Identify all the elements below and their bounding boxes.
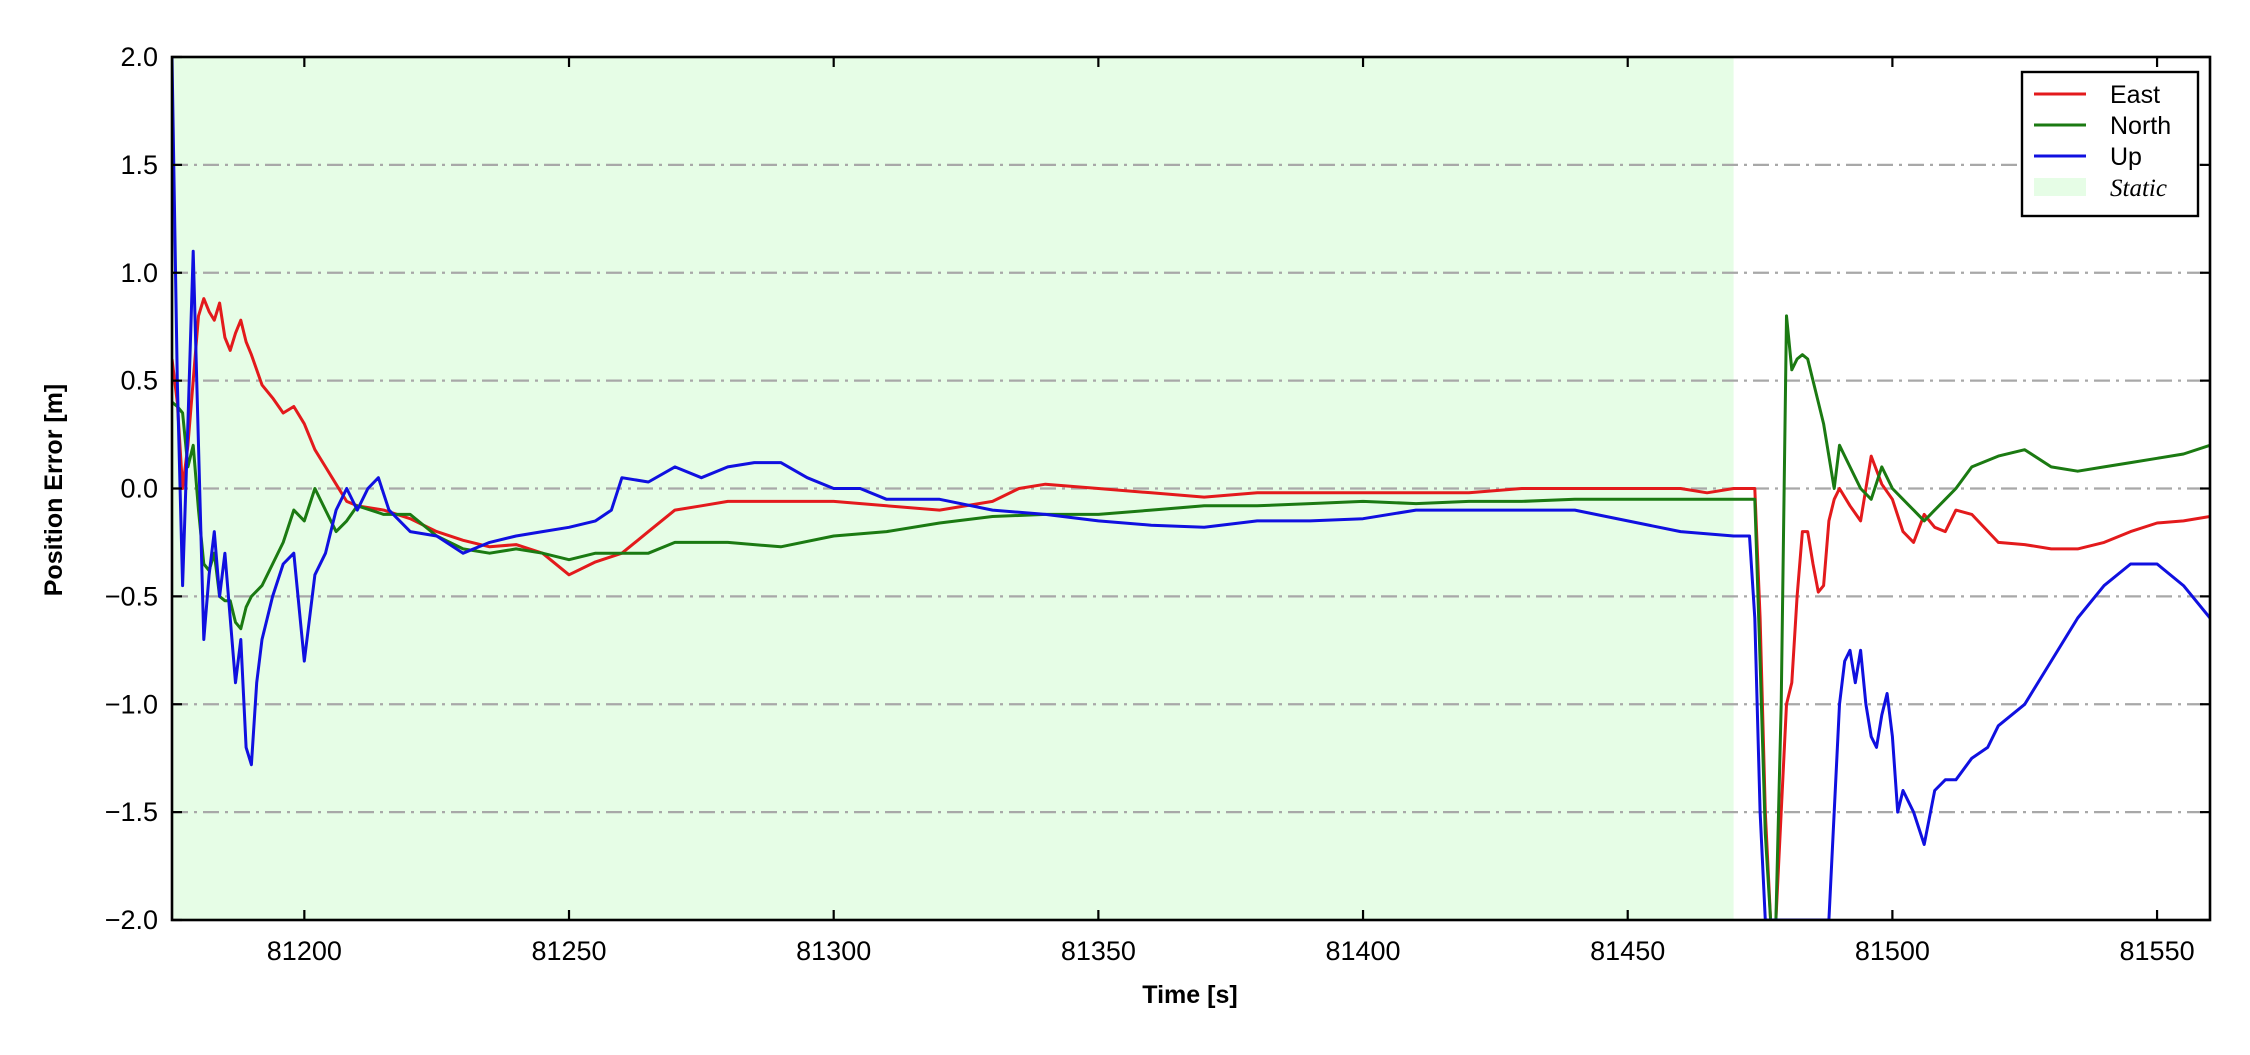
legend-label-static: Static xyxy=(2110,175,2167,202)
grid-layer xyxy=(172,163,2210,814)
legend-swatch-static xyxy=(2034,178,2086,196)
series-line-up xyxy=(172,57,2210,920)
series-line-north xyxy=(172,314,2210,920)
x-tick-label: 81450 xyxy=(1590,936,1665,966)
y-tick-label: −0.5 xyxy=(105,581,158,611)
legend-label-up: Up xyxy=(2110,143,2142,171)
x-tick-label: 81500 xyxy=(1855,936,1930,966)
legend: East North Up Static xyxy=(2020,70,2200,218)
series-layer xyxy=(172,57,2210,920)
x-axis-title: Time [s] xyxy=(1142,981,1237,1009)
y-tick-label: 1.0 xyxy=(120,258,158,288)
y-tick-label: 0.5 xyxy=(120,366,158,396)
y-tick-label: 0.0 xyxy=(120,474,158,504)
legend-label-east: East xyxy=(2110,81,2160,109)
x-tick-label: 81400 xyxy=(1325,936,1400,966)
x-tick-label: 81350 xyxy=(1061,936,1136,966)
y-tick-label: 1.5 xyxy=(120,150,158,180)
y-tick-label: 2.0 xyxy=(120,42,158,72)
y-tick-label: −1.5 xyxy=(105,797,158,827)
x-tick-label: 81300 xyxy=(796,936,871,966)
axes-layer: 81200 81250 81300 81350 81400 81450 81500 81550… xyxy=(105,42,2212,966)
x-tick-label: 81200 xyxy=(267,936,342,966)
legend-label-north: North xyxy=(2110,112,2171,140)
series-line-east xyxy=(172,297,2210,920)
y-axis-title: Position Error [m] xyxy=(40,384,68,597)
y-tick-label: −1.0 xyxy=(105,689,158,719)
y-tick-label: −2.0 xyxy=(105,905,158,935)
x-tick-label: 81250 xyxy=(531,936,606,966)
x-tick-label: 81550 xyxy=(2120,936,2195,966)
